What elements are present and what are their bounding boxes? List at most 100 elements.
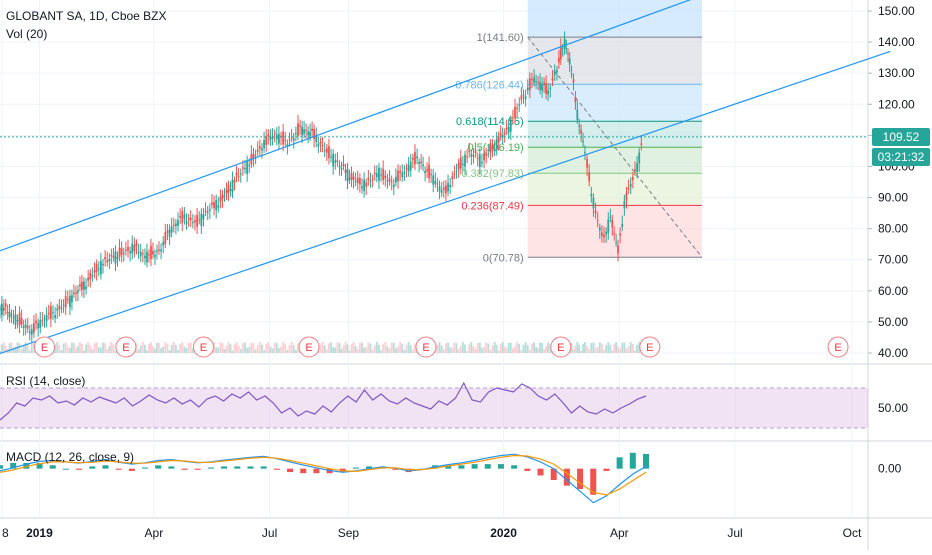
candle-body (110, 254, 113, 257)
earnings-marker[interactable] (550, 336, 572, 358)
volume-bar (457, 349, 460, 353)
candle-body (150, 245, 152, 259)
volume-bar (231, 350, 234, 353)
volume-bar (603, 349, 605, 353)
candle-body (545, 83, 547, 95)
candle-body (461, 163, 464, 165)
candle-body (365, 182, 368, 187)
parallel-channel[interactable] (0, 0, 891, 356)
volume-bar (535, 346, 537, 353)
fib-level-label: 0.786(126.44) (455, 79, 524, 91)
fib-level-label: 0.382(97.83) (461, 168, 523, 180)
candle-body (399, 170, 402, 173)
volume-bar (580, 350, 583, 353)
time-axis[interactable]: 8 2019 Apr Jul Sep 2020 Apr Jul Oct (2, 526, 862, 540)
candle-body (369, 180, 372, 182)
volume-bar (520, 350, 523, 353)
candle-body (198, 219, 201, 221)
candle-body (489, 145, 492, 153)
candle-body (457, 162, 460, 170)
volume-bar (271, 348, 274, 353)
volume-bar (615, 342, 618, 353)
volume-bar (330, 342, 332, 353)
earnings-marker[interactable] (115, 336, 137, 358)
candle-body (634, 169, 636, 171)
candle-body (235, 173, 238, 176)
volume-bar (468, 344, 471, 353)
volume-legend[interactable]: Vol (20) (6, 27, 48, 41)
candle-body (556, 70, 558, 73)
volume-bar (505, 348, 508, 353)
macd-pane[interactable]: 0.00 (0, 452, 902, 504)
candle-body (451, 175, 454, 179)
candle-body (516, 107, 519, 109)
volume-bar (358, 343, 361, 353)
macd-histogram-bar (234, 466, 241, 469)
earnings-marker[interactable] (415, 336, 437, 358)
candle-body (211, 202, 213, 205)
volume-bar (348, 350, 351, 353)
candle-body (191, 222, 194, 224)
candle-body (18, 312, 21, 326)
candle-body (0, 308, 1, 310)
volume-bar (361, 342, 363, 353)
candle-body (592, 197, 595, 209)
candle-body (340, 168, 343, 170)
candle-body (590, 194, 593, 197)
candle-body (47, 312, 50, 314)
volume-bar (543, 348, 545, 353)
earnings-marker[interactable] (639, 336, 661, 358)
candle-body (71, 295, 73, 303)
earnings-marker[interactable] (298, 336, 320, 358)
earnings-marker[interactable] (34, 336, 56, 358)
candle-body (472, 155, 475, 157)
time-tick-label: Jul (262, 526, 277, 540)
candle-body (282, 131, 285, 145)
time-tick-label: 8 (2, 526, 9, 540)
volume-bar (265, 343, 268, 353)
volume-bar (263, 350, 265, 353)
candle-body (208, 209, 211, 212)
candle-body (127, 246, 129, 251)
candle-body (567, 53, 569, 55)
volume-bar (225, 345, 228, 353)
candle-body (401, 172, 404, 178)
volume-bar (371, 349, 374, 353)
macd-histogram-bar (366, 466, 373, 469)
candle-body (541, 83, 543, 91)
volume-bar (223, 349, 226, 353)
symbol-legend[interactable]: GLOBANT SA, 1D, Cboe BZX (6, 9, 167, 23)
candle-body (229, 189, 232, 191)
candle-body (265, 136, 268, 145)
volume-bar (110, 342, 113, 353)
candle-body (233, 180, 236, 183)
macd-histogram-bar (89, 466, 96, 469)
candle-body (290, 137, 293, 139)
candle-body (122, 252, 125, 254)
candle-body (493, 148, 496, 152)
candle-body (64, 296, 67, 308)
candle-body (334, 160, 337, 163)
candle-body (181, 210, 184, 223)
volume-bar (135, 343, 138, 353)
candle-body (328, 146, 330, 158)
volume-bar (288, 344, 291, 353)
candle-body (596, 220, 599, 222)
volume-bar (269, 346, 272, 353)
price-tick-label: 140.00 (878, 35, 915, 49)
candle-body (426, 169, 428, 172)
rsi-pane[interactable]: 50.00 (0, 381, 908, 429)
volume-bar (611, 350, 614, 353)
volume-bar (533, 342, 535, 353)
volume-bar (447, 342, 449, 353)
volume-bar (403, 350, 406, 353)
rsi-legend[interactable]: RSI (14, close) (6, 374, 86, 388)
candle-body (89, 272, 92, 280)
macd-legend[interactable]: MACD (12, 26, close, 9) (6, 450, 135, 464)
volume-bar (570, 343, 573, 353)
earnings-marker[interactable] (192, 336, 214, 358)
earnings-marker[interactable] (827, 336, 849, 358)
